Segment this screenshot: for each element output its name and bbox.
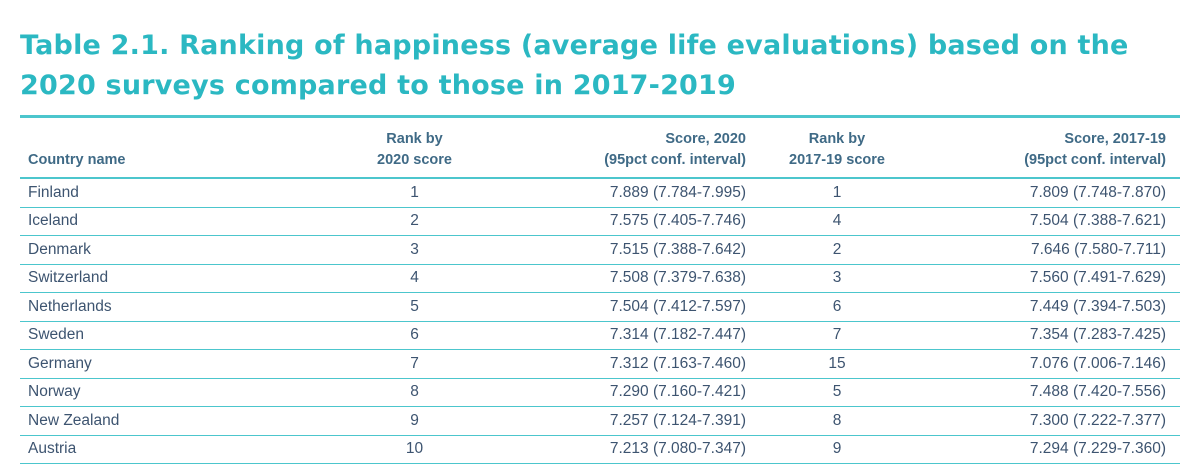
cell-country: Netherlands xyxy=(20,292,350,322)
header-score-2017-19-line2: (95pct conf. interval) xyxy=(1024,152,1166,168)
cell-score-2017-19: 7.809 (7.748-7.870) xyxy=(920,178,1180,208)
cell-score-2017-19: 7.294 (7.229-7.360) xyxy=(920,435,1180,464)
header-score-2017-19: Score, 2017-19 (95pct conf. interval) xyxy=(920,118,1180,179)
cell-rank-2020: 6 xyxy=(350,321,485,350)
cell-score-2017-19: 7.449 (7.394-7.503) xyxy=(920,292,1180,322)
table-row: Denmark 3 7.515 (7.388-7.642) 2 7.646 (7… xyxy=(20,235,1180,265)
cell-rank-2020: 5 xyxy=(350,292,485,322)
cell-country: Germany xyxy=(20,349,350,379)
table-row: Finland 1 7.889 (7.784-7.995) 1 7.809 (7… xyxy=(20,178,1180,208)
header-rank-2017-19-line2: 2017-19 score xyxy=(789,152,885,168)
cell-rank-2017-19: 2 xyxy=(760,235,920,265)
cell-score-2020: 7.290 (7.160-7.421) xyxy=(485,378,760,407)
table-body: Finland 1 7.889 (7.784-7.995) 1 7.809 (7… xyxy=(20,178,1180,464)
header-score-2020: Score, 2020 (95pct conf. interval) xyxy=(485,118,760,179)
cell-score-2017-19: 7.488 (7.420-7.556) xyxy=(920,378,1180,407)
table-row: Sweden 6 7.314 (7.182-7.447) 7 7.354 (7.… xyxy=(20,321,1180,350)
cell-score-2020: 7.504 (7.412-7.597) xyxy=(485,292,760,322)
table-title: Table 2.1. Ranking of happiness (average… xyxy=(20,30,1129,101)
cell-country: Sweden xyxy=(20,321,350,350)
cell-rank-2017-19: 15 xyxy=(760,349,920,379)
cell-rank-2020: 7 xyxy=(350,349,485,379)
cell-score-2017-19: 7.076 (7.006-7.146) xyxy=(920,349,1180,379)
cell-score-2020: 7.515 (7.388-7.642) xyxy=(485,235,760,265)
cell-rank-2020: 2 xyxy=(350,207,485,236)
ranking-table: Country name Rank by 2020 score Score, 2… xyxy=(20,118,1180,464)
cell-rank-2020: 8 xyxy=(350,378,485,407)
cell-score-2020: 7.314 (7.182-7.447) xyxy=(485,321,760,350)
cell-rank-2017-19: 6 xyxy=(760,292,920,322)
cell-country: Iceland xyxy=(20,207,350,236)
cell-rank-2017-19: 4 xyxy=(760,207,920,236)
table-row: Iceland 2 7.575 (7.405-7.746) 4 7.504 (7… xyxy=(20,207,1180,236)
cell-score-2020: 7.508 (7.379-7.638) xyxy=(485,264,760,293)
cell-country: Finland xyxy=(20,178,350,208)
cell-score-2020: 7.213 (7.080-7.347) xyxy=(485,435,760,464)
cell-score-2020: 7.889 (7.784-7.995) xyxy=(485,178,760,208)
cell-score-2017-19: 7.646 (7.580-7.711) xyxy=(920,235,1180,265)
cell-score-2017-19: 7.300 (7.222-7.377) xyxy=(920,406,1180,436)
cell-rank-2017-19: 1 xyxy=(760,178,920,208)
cell-score-2020: 7.575 (7.405-7.746) xyxy=(485,207,760,236)
cell-country: Austria xyxy=(20,435,350,464)
cell-country: Norway xyxy=(20,378,350,407)
table-row: Austria 10 7.213 (7.080-7.347) 9 7.294 (… xyxy=(20,435,1180,464)
cell-rank-2020: 4 xyxy=(350,264,485,293)
header-rank-2020-line1: Rank by xyxy=(386,131,443,147)
header-country-label: Country name xyxy=(28,152,126,168)
header-rank-2017-19-line1: Rank by xyxy=(808,131,866,147)
table-row: New Zealand 9 7.257 (7.124-7.391) 8 7.30… xyxy=(20,406,1180,436)
table-row: Netherlands 5 7.504 (7.412-7.597) 6 7.44… xyxy=(20,292,1180,322)
header-rank-2017-19: Rank by 2017-19 score xyxy=(760,118,920,179)
cell-score-2017-19: 7.560 (7.491-7.629) xyxy=(920,264,1180,293)
table-row: Norway 8 7.290 (7.160-7.421) 5 7.488 (7.… xyxy=(20,378,1180,407)
cell-score-2017-19: 7.504 (7.388-7.621) xyxy=(920,207,1180,236)
cell-score-2020: 7.257 (7.124-7.391) xyxy=(485,406,760,436)
cell-rank-2017-19: 5 xyxy=(760,378,920,407)
cell-score-2020: 7.312 (7.163-7.460) xyxy=(485,349,760,379)
cell-rank-2020: 9 xyxy=(350,406,485,436)
header-row: Country name Rank by 2020 score Score, 2… xyxy=(20,118,1180,179)
header-rank-2020: Rank by 2020 score xyxy=(350,118,485,179)
header-score-2017-19-line1: Score, 2017-19 xyxy=(1064,131,1166,147)
header-score-2020-line1: Score, 2020 xyxy=(665,131,746,147)
cell-country: Switzerland xyxy=(20,264,350,293)
cell-score-2017-19: 7.354 (7.283-7.425) xyxy=(920,321,1180,350)
cell-rank-2020: 1 xyxy=(350,178,485,208)
cell-rank-2017-19: 7 xyxy=(760,321,920,350)
header-country-name: Country name xyxy=(20,118,350,179)
table-row: Germany 7 7.312 (7.163-7.460) 15 7.076 (… xyxy=(20,349,1180,379)
cell-rank-2020: 3 xyxy=(350,235,485,265)
happiness-ranking-table: Country name Rank by 2020 score Score, 2… xyxy=(20,115,1180,464)
cell-rank-2017-19: 3 xyxy=(760,264,920,293)
cell-rank-2017-19: 8 xyxy=(760,406,920,436)
cell-rank-2020: 10 xyxy=(350,435,485,464)
cell-country: Denmark xyxy=(20,235,350,265)
cell-country: New Zealand xyxy=(20,406,350,436)
header-score-2020-line2: (95pct conf. interval) xyxy=(604,152,746,168)
header-rank-2020-line2: 2020 score xyxy=(377,152,452,168)
table-row: Switzerland 4 7.508 (7.379-7.638) 3 7.56… xyxy=(20,264,1180,293)
cell-rank-2017-19: 9 xyxy=(760,435,920,464)
